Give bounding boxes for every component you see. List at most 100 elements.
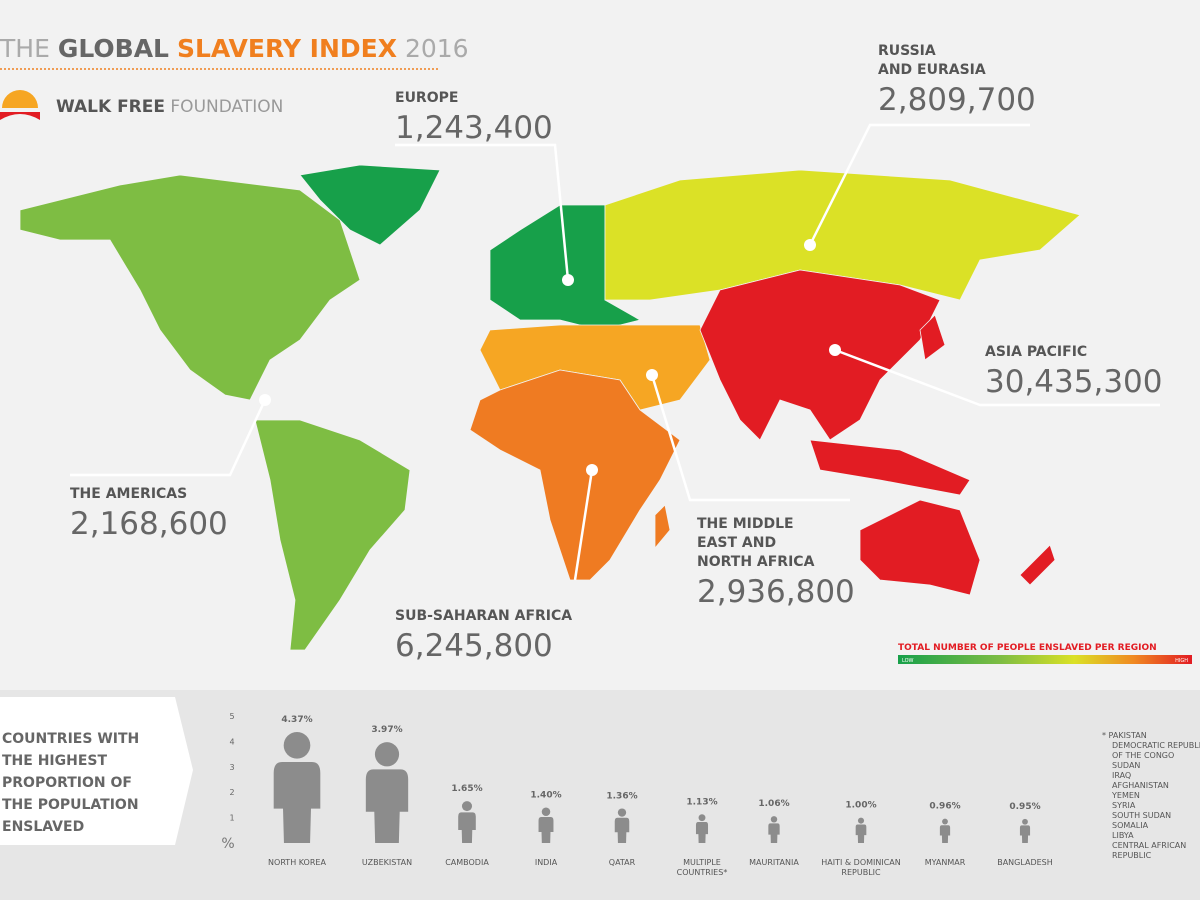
y-tick-label: 2	[229, 788, 234, 797]
title-part: GLOBAL	[58, 34, 169, 63]
south-america	[254, 419, 411, 651]
footnote: OF THE CONGO	[1112, 751, 1174, 760]
region-name: AND EURASIA	[878, 62, 986, 78]
chart-title: THE POPULATION	[2, 797, 139, 813]
title-part: SLAVERY INDEX	[177, 34, 397, 63]
person-icon	[538, 807, 554, 843]
chart-title: ENSLAVED	[2, 819, 84, 835]
pointer-dot	[586, 464, 598, 476]
pointer-dot	[646, 369, 658, 381]
footnote: SUDAN	[1112, 761, 1140, 770]
person-icon	[458, 801, 476, 843]
chart-title: PROPORTION OF	[2, 775, 132, 791]
pointer	[650, 374, 850, 502]
region-name: EAST AND	[697, 535, 776, 551]
legend-low: LOW	[902, 658, 914, 664]
value-label: 3.97%	[371, 725, 402, 735]
x-tick-label: UZBEKISTAN	[362, 858, 412, 867]
icon-body	[1019, 825, 1031, 843]
icon-head	[283, 732, 311, 759]
x-tick-label: COUNTRIES*	[677, 868, 728, 877]
title: THE GLOBAL SLAVERY INDEX 2016	[0, 34, 469, 63]
bottom-panel	[0, 690, 1200, 900]
footnote: REPUBLIC	[1112, 851, 1152, 860]
region-name: THE MIDDLE	[697, 516, 794, 532]
icon-head	[698, 814, 706, 822]
x-tick-label: CAMBODIA	[445, 858, 489, 867]
logo-part: WALK FREE	[56, 97, 165, 117]
value-label: 0.96%	[929, 802, 960, 812]
chart-title: THE HIGHEST	[2, 753, 107, 769]
y-tick-label: 1	[229, 814, 234, 823]
region-name: THE AMERICAS	[70, 486, 187, 502]
indonesia	[809, 439, 971, 496]
sub-saharan-africa	[469, 369, 681, 581]
footnote: IRAQ	[1112, 771, 1131, 780]
region-name: RUSSIA	[878, 43, 936, 59]
value-label: 1.13%	[686, 797, 717, 807]
footnote: AFGHANISTAN	[1112, 781, 1169, 790]
logo-part: FOUNDATION	[170, 97, 283, 117]
new-zealand	[1019, 544, 1056, 586]
region-name: EUROPE	[395, 90, 458, 106]
japan	[919, 314, 946, 361]
icon-body	[273, 761, 321, 843]
footnote: YEMEN	[1111, 791, 1140, 800]
icon-body	[939, 825, 951, 843]
value-label: 1.00%	[845, 801, 876, 811]
footnote: CENTRAL AFRICAN	[1112, 841, 1186, 850]
icon-body	[538, 817, 554, 843]
icon-body	[458, 812, 476, 843]
icon-body	[768, 823, 780, 843]
pointer-dot	[829, 344, 841, 356]
icon-body	[855, 824, 867, 843]
footnote: LIBYA	[1112, 831, 1134, 840]
icon-head	[461, 801, 473, 812]
world-map	[19, 164, 1081, 651]
pointer	[395, 143, 570, 281]
americas	[19, 174, 361, 401]
title-part: 2016	[405, 34, 469, 63]
region-labels: EUROPE 1,243,400 RUSSIA AND EURASIA 2,809,70…	[70, 43, 1163, 664]
chart-title: COUNTRIES WITH	[2, 731, 139, 747]
region-name: SUB-SAHARAN AFRICA	[395, 608, 572, 624]
y-unit: %	[221, 836, 234, 852]
x-tick-label: REPUBLIC	[841, 868, 881, 877]
value-label: 1.36%	[606, 791, 637, 801]
footnote: DEMOCRATIC REPUBLIC	[1112, 741, 1200, 750]
asia-pacific	[699, 269, 941, 441]
greenland	[299, 164, 441, 246]
x-tick-label: MYANMAR	[925, 858, 966, 867]
australia	[859, 499, 981, 596]
icon-head	[770, 816, 778, 823]
footnote: SOUTH SUDAN	[1112, 811, 1171, 820]
x-tick-label: HAITI & DOMINICAN	[821, 858, 901, 867]
icon-body	[614, 817, 630, 843]
logo-icon	[0, 90, 40, 120]
person-icon	[614, 808, 630, 843]
logo-text: WALK FREE FOUNDATION	[56, 97, 283, 117]
person-icon	[939, 818, 951, 843]
pointer-dot	[259, 394, 271, 406]
region-value: 2,809,700	[878, 82, 1036, 118]
pictogram-chart: COUNTRIES WITH THE HIGHEST PROPORTION OF TH…	[2, 712, 1200, 877]
russia-eurasia	[604, 169, 1081, 301]
label-box	[0, 697, 193, 845]
x-tick-label: INDIA	[535, 858, 558, 867]
legend-title: TOTAL NUMBER OF PEOPLE ENSLAVED PER REGI…	[898, 643, 1157, 653]
pointer	[70, 399, 267, 477]
pointer	[808, 123, 1030, 246]
region-value: 2,168,600	[70, 506, 228, 542]
value-label: 0.95%	[1009, 802, 1040, 812]
x-tick-label: BANGLADESH	[997, 858, 1053, 867]
value-label: 1.65%	[451, 784, 482, 794]
region-value: 2,936,800	[697, 574, 855, 610]
value-label: 1.40%	[530, 790, 561, 800]
icon-head	[942, 818, 948, 825]
value-label: 1.06%	[758, 799, 789, 809]
pointer	[573, 469, 594, 581]
pointers	[70, 123, 1160, 581]
y-tick-label: 4	[229, 737, 234, 746]
value-label: 4.37%	[281, 715, 312, 725]
person-icon	[695, 814, 709, 843]
